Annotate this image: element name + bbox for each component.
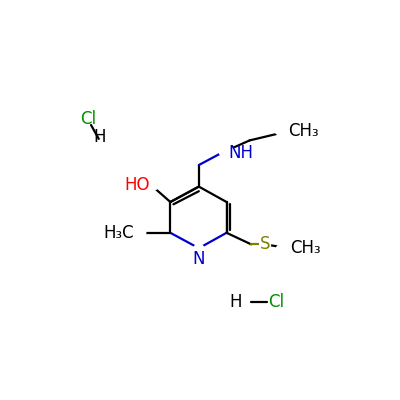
Text: S: S (260, 235, 270, 253)
Text: HO: HO (124, 176, 150, 194)
Ellipse shape (219, 146, 237, 159)
Text: NH: NH (228, 144, 253, 162)
Ellipse shape (139, 179, 160, 191)
Text: CH₃: CH₃ (288, 122, 319, 140)
Ellipse shape (193, 244, 205, 256)
Ellipse shape (259, 238, 271, 250)
Text: Cl: Cl (80, 110, 96, 128)
Text: H₃C: H₃C (104, 224, 134, 242)
Text: H: H (230, 293, 242, 311)
Ellipse shape (274, 125, 302, 137)
Text: Cl: Cl (268, 293, 284, 311)
Ellipse shape (122, 227, 146, 239)
Ellipse shape (276, 242, 304, 254)
Text: N: N (192, 250, 205, 268)
Text: CH₃: CH₃ (290, 239, 320, 257)
Text: H: H (93, 128, 106, 146)
